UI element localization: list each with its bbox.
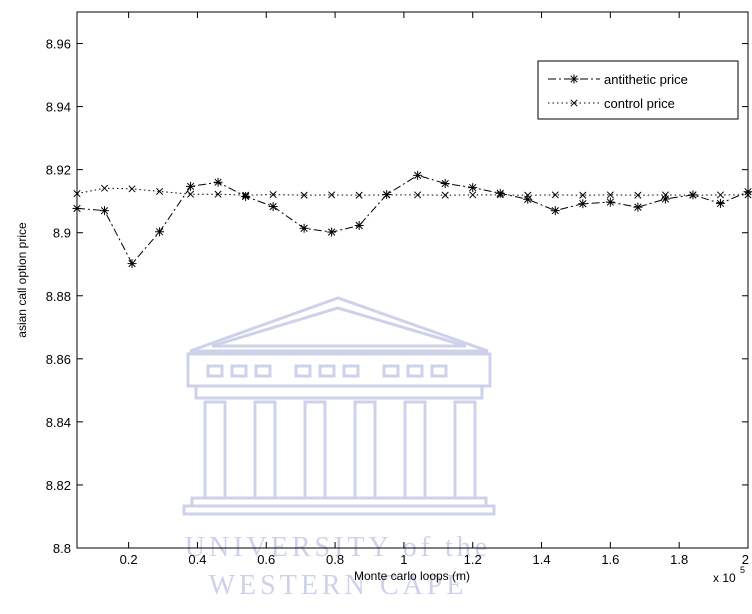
data-point-antithetic bbox=[660, 194, 670, 204]
legend: antithetic price control price bbox=[537, 60, 739, 120]
legend-control-marker bbox=[570, 99, 578, 107]
series-line-control bbox=[76, 187, 748, 196]
legend-antithetic-label: antithetic price bbox=[604, 72, 688, 87]
data-point-antithetic bbox=[327, 227, 337, 237]
data-point-antithetic bbox=[354, 220, 364, 230]
legend-control-label: control price bbox=[604, 96, 675, 111]
data-point-control bbox=[242, 191, 250, 199]
data-point-control bbox=[156, 187, 164, 195]
data-point-antithetic bbox=[155, 227, 165, 237]
legend-marker-glyph bbox=[569, 74, 579, 84]
x-tick-labels: 0.2 0.4 0.6 0.8 1 1.2 1.4 1.6 1.8 2 bbox=[120, 552, 749, 567]
data-point-control bbox=[634, 191, 642, 199]
legend-antithetic-marker bbox=[569, 74, 579, 84]
series-layer bbox=[72, 170, 752, 269]
data-point-antithetic bbox=[633, 202, 643, 212]
y-tick-label: 8.94 bbox=[46, 100, 71, 115]
x-multiplier-base: x 10 bbox=[713, 571, 736, 585]
series-line-antithetic bbox=[76, 174, 749, 265]
x-tick-label: 1.4 bbox=[532, 552, 550, 567]
y-tick-label: 8.84 bbox=[46, 415, 71, 430]
data-point-antithetic bbox=[440, 179, 450, 189]
x-tick-label: 0.6 bbox=[257, 552, 275, 567]
data-point-control bbox=[100, 184, 109, 192]
data-point-control bbox=[661, 191, 669, 199]
y-tick-label: 8.92 bbox=[46, 163, 71, 178]
data-point-control bbox=[606, 191, 614, 199]
x-tick-label: 1.2 bbox=[464, 552, 482, 567]
data-point-control bbox=[300, 191, 308, 199]
data-point-control bbox=[469, 191, 477, 199]
x-tick-label: 0.8 bbox=[326, 552, 344, 567]
data-point-antithetic bbox=[213, 177, 223, 187]
data-point-antithetic bbox=[495, 188, 505, 198]
data-point-antithetic bbox=[127, 259, 137, 269]
data-point-control bbox=[744, 191, 752, 199]
data-point-antithetic bbox=[241, 191, 251, 201]
data-point-control bbox=[441, 191, 449, 199]
data-point-control bbox=[579, 191, 587, 199]
data-point-antithetic bbox=[578, 199, 588, 209]
data-point-control bbox=[355, 191, 363, 199]
legend-item-antithetic: antithetic price bbox=[548, 72, 688, 87]
y-tick-label: 8.8 bbox=[53, 541, 71, 556]
legend-box bbox=[537, 60, 739, 120]
x-tick-label: 2 bbox=[742, 552, 749, 567]
data-point-control bbox=[128, 185, 136, 193]
y-tick-label: 8.88 bbox=[46, 289, 71, 304]
data-point-antithetic bbox=[72, 203, 82, 213]
data-point-control bbox=[187, 190, 195, 198]
university-building-icon bbox=[182, 296, 496, 516]
data-point-control bbox=[689, 191, 697, 199]
data-point-control bbox=[716, 191, 725, 199]
data-point-antithetic bbox=[523, 194, 533, 204]
y-axis-label: asian call option price bbox=[15, 222, 29, 338]
data-point-antithetic bbox=[468, 183, 478, 193]
x-tick-label: 0.2 bbox=[120, 552, 138, 567]
legend-item-control: control price bbox=[548, 96, 675, 111]
legend-marker-glyph bbox=[570, 99, 578, 107]
y-tick-labels: 8.8 8.82 8.84 8.86 8.88 8.9 8.92 8.94 8.96 bbox=[46, 37, 71, 556]
data-point-control bbox=[73, 190, 81, 198]
x-tick-label: 0.4 bbox=[188, 552, 206, 567]
y-tick-label: 8.82 bbox=[46, 478, 71, 493]
series-markers-antithetic bbox=[72, 170, 752, 269]
data-point-control bbox=[269, 191, 277, 199]
data-point-antithetic bbox=[299, 223, 309, 233]
data-point-control bbox=[524, 191, 532, 199]
data-point-control bbox=[551, 191, 559, 199]
data-point-antithetic bbox=[413, 170, 423, 180]
data-point-control bbox=[214, 190, 222, 198]
data-point-control bbox=[414, 191, 422, 199]
data-point-control bbox=[328, 191, 336, 199]
data-point-antithetic bbox=[186, 181, 196, 191]
x-tick-label: 1.6 bbox=[601, 552, 619, 567]
x-tick-label: 1.8 bbox=[670, 552, 688, 567]
y-tick-label: 8.9 bbox=[53, 226, 71, 241]
y-tick-label: 8.96 bbox=[46, 37, 71, 52]
x-axis-label: Monte carlo loops (m) bbox=[354, 569, 470, 583]
y-tick-label: 8.86 bbox=[46, 352, 71, 367]
data-point-antithetic bbox=[100, 206, 110, 216]
axis-ticks bbox=[77, 12, 749, 549]
data-point-control bbox=[383, 191, 391, 199]
watermark-line-2: WESTERN CAPE bbox=[209, 570, 468, 601]
data-point-antithetic bbox=[605, 197, 615, 207]
x-axis-multiplier: x 10 5 bbox=[713, 565, 745, 585]
data-point-antithetic bbox=[715, 198, 725, 208]
data-point-antithetic bbox=[268, 202, 278, 212]
plot-area bbox=[76, 11, 749, 549]
x-tick-label: 1 bbox=[400, 552, 407, 567]
data-point-control bbox=[496, 191, 504, 199]
x-multiplier-exponent: 5 bbox=[740, 565, 745, 575]
series-markers-control bbox=[73, 184, 752, 199]
data-point-antithetic bbox=[550, 206, 560, 216]
